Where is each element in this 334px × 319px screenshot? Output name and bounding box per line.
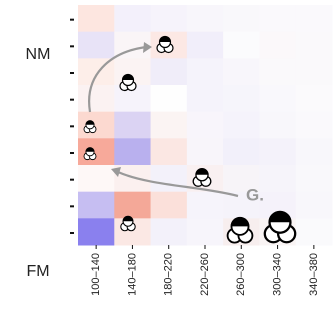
cell xyxy=(114,138,151,165)
heatmap xyxy=(78,5,333,246)
cell xyxy=(223,85,260,112)
cell xyxy=(151,218,188,245)
cell xyxy=(259,85,296,112)
row-label: FM xyxy=(26,263,49,280)
x-tick-label: 260–300 xyxy=(235,253,247,296)
cell xyxy=(296,218,333,245)
cell xyxy=(78,218,115,245)
cell xyxy=(223,138,260,165)
x-tick-label: 340–380 xyxy=(308,253,320,296)
cell xyxy=(151,165,188,192)
cell xyxy=(78,138,115,165)
cell xyxy=(78,165,115,192)
cell xyxy=(296,5,333,32)
cell xyxy=(78,5,115,32)
cell xyxy=(114,192,151,219)
cell xyxy=(296,138,333,165)
cell xyxy=(296,32,333,59)
cell xyxy=(151,58,188,85)
cell xyxy=(187,85,224,112)
cell xyxy=(296,165,333,192)
cell xyxy=(259,32,296,59)
cell xyxy=(78,85,115,112)
cell xyxy=(187,192,224,219)
chart: G. NM FM 100–140 140–180 180–220 220–260 260… xyxy=(0,0,334,319)
x-tick-label: 180–220 xyxy=(163,253,175,296)
cell xyxy=(223,32,260,59)
cell xyxy=(223,5,260,32)
cell xyxy=(78,32,115,59)
cell xyxy=(187,138,224,165)
cell xyxy=(187,112,224,139)
cell xyxy=(187,218,224,245)
cell xyxy=(296,85,333,112)
cell xyxy=(78,192,115,219)
cell xyxy=(151,112,188,139)
annotation: G. xyxy=(246,185,264,204)
cell xyxy=(259,138,296,165)
cell xyxy=(114,112,151,139)
cell xyxy=(187,58,224,85)
cell xyxy=(78,112,115,139)
cell xyxy=(187,32,224,59)
cell xyxy=(114,5,151,32)
cell xyxy=(296,112,333,139)
row-label: NM xyxy=(26,46,51,63)
x-tick-label: 300–340 xyxy=(271,253,283,296)
x-tick-label: 100–140 xyxy=(90,253,102,296)
cell xyxy=(151,85,188,112)
cell xyxy=(259,165,296,192)
cell xyxy=(151,138,188,165)
cell xyxy=(151,192,188,219)
cell xyxy=(296,192,333,219)
cell xyxy=(223,58,260,85)
cell xyxy=(187,5,224,32)
cell xyxy=(151,5,188,32)
x-tick-label: 220–260 xyxy=(199,253,211,296)
cell xyxy=(259,112,296,139)
cell xyxy=(259,5,296,32)
cell xyxy=(259,58,296,85)
x-labels: 100–140 140–180 180–220 220–260 260–300 300–3… xyxy=(90,253,320,296)
cell xyxy=(223,112,260,139)
x-tick-label: 140–180 xyxy=(126,253,138,296)
cell xyxy=(296,58,333,85)
